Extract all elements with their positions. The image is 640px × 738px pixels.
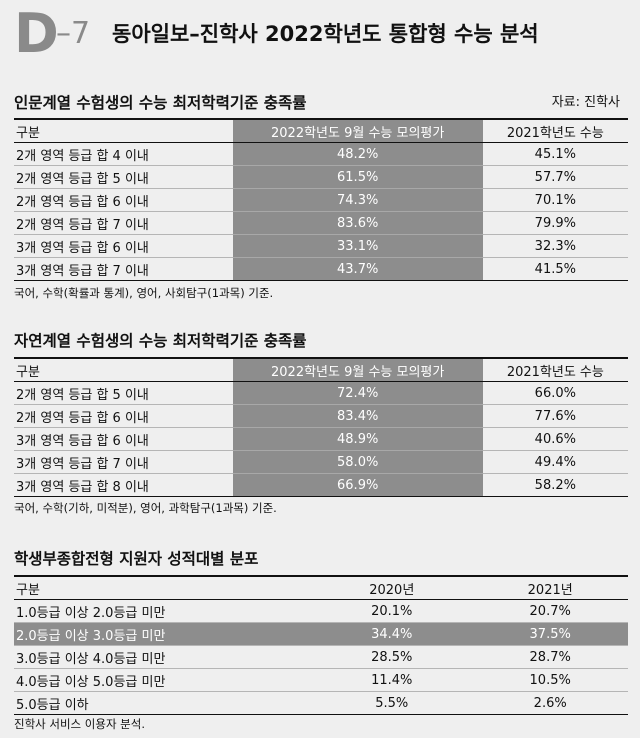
table-row: 2개 영역 등급 합 5 이내 61.5% 57.7%	[14, 165, 628, 189]
value-2021: 40.6%	[482, 427, 628, 451]
row-label: 2개 영역 등급 합 6 이내	[14, 188, 233, 212]
value-2022: 74.3%	[232, 188, 483, 212]
value-2021: 41.5%	[482, 257, 628, 281]
row-label: 5.0등급 이하	[14, 691, 312, 715]
row-label: 3.0등급 이상 4.0등급 미만	[14, 645, 312, 669]
value-2020: 34.4%	[311, 622, 473, 646]
value-2022: 43.7%	[232, 257, 483, 281]
table-row: 2개 영역 등급 합 6 이내 74.3% 70.1%	[14, 188, 628, 212]
value-2021: 70.1%	[482, 188, 628, 212]
section1-title: 인문계열 수험생의 수능 최저학력기준 충족률	[14, 94, 307, 112]
value-2020: 5.5%	[311, 691, 473, 715]
row-label: 3개 영역 등급 합 7 이내	[14, 257, 233, 281]
table-row: 3.0등급 이상 4.0등급 미만 28.5% 28.7%	[14, 645, 628, 669]
table-row: 2개 영역 등급 합 5 이내 72.4% 66.0%	[14, 381, 628, 405]
value-2022: 48.9%	[232, 427, 483, 451]
col-header-2020: 2020년	[311, 575, 473, 600]
table-row: 3개 영역 등급 합 6 이내 48.9% 40.6%	[14, 427, 628, 451]
table-header-row: 구분 2020년 2021년	[14, 575, 628, 600]
value-2021: 77.6%	[482, 404, 628, 428]
table-row: 1.0등급 이상 2.0등급 미만 20.1% 20.7%	[14, 599, 628, 623]
value-2022: 72.4%	[232, 381, 483, 405]
value-2021: 32.3%	[482, 234, 628, 258]
value-2021: 20.7%	[472, 599, 628, 623]
row-label: 2.0등급 이상 3.0등급 미만	[14, 622, 312, 646]
row-label: 2개 영역 등급 합 4 이내	[14, 142, 233, 166]
value-2020: 11.4%	[311, 668, 473, 692]
value-2020: 28.5%	[311, 645, 473, 669]
row-label: 3개 영역 등급 합 8 이내	[14, 473, 233, 497]
page-title: 동아일보–진학사 2022학년도 통합형 수능 분석	[112, 22, 539, 46]
value-2022: 61.5%	[232, 165, 483, 189]
table-header-row: 구분 2022학년도 9월 수능 모의평가 2021학년도 수능	[14, 118, 628, 143]
value-2021: 66.0%	[482, 381, 628, 405]
row-label: 1.0등급 이상 2.0등급 미만	[14, 599, 312, 623]
table-row: 2개 영역 등급 합 6 이내 83.4% 77.6%	[14, 404, 628, 428]
section2-title: 자연계열 수험생의 수능 최저학력기준 충족률	[14, 332, 307, 350]
col-header-category: 구분	[14, 357, 233, 382]
value-2021: 45.1%	[482, 142, 628, 166]
value-2022: 33.1%	[232, 234, 483, 258]
source-label: 자료: 진학사	[551, 95, 620, 110]
col-header-2022-mock: 2022학년도 9월 수능 모의평가	[232, 357, 483, 382]
value-2022: 66.9%	[232, 473, 483, 497]
value-2021: 79.9%	[482, 211, 628, 235]
section-logo-number: –7	[56, 16, 91, 51]
row-label: 2개 영역 등급 합 5 이내	[14, 165, 233, 189]
section3-title: 학생부종합전형 지원자 성적대별 분포	[14, 550, 259, 568]
table-row: 3개 영역 등급 합 6 이내 33.1% 32.3%	[14, 234, 628, 258]
value-2022: 83.4%	[232, 404, 483, 428]
section3-note: 진학사 서비스 이용자 분석.	[14, 717, 146, 731]
row-label: 2개 영역 등급 합 5 이내	[14, 381, 233, 405]
value-2021: 49.4%	[482, 450, 628, 474]
row-label: 3개 영역 등급 합 6 이내	[14, 234, 233, 258]
table-row: 3개 영역 등급 합 8 이내 66.9% 58.2%	[14, 473, 628, 497]
section2-note: 국어, 수학(기하, 미적분), 영어, 과학탐구(1과목) 기준.	[14, 501, 277, 515]
table-row: 3개 영역 등급 합 7 이내 58.0% 49.4%	[14, 450, 628, 474]
section1-note: 국어, 수학(확률과 통계), 영어, 사회탐구(1과목) 기준.	[14, 286, 274, 300]
row-label: 2개 영역 등급 합 6 이내	[14, 404, 233, 428]
value-2021: 58.2%	[482, 473, 628, 497]
value-2020: 20.1%	[311, 599, 473, 623]
natural-science-table: 구분 2022학년도 9월 수능 모의평가 2021학년도 수능 2개 영역 등…	[14, 357, 628, 497]
row-label: 3개 영역 등급 합 7 이내	[14, 450, 233, 474]
value-2022: 58.0%	[232, 450, 483, 474]
table-row: 2개 영역 등급 합 4 이내 48.2% 45.1%	[14, 142, 628, 166]
table-header-row: 구분 2022학년도 9월 수능 모의평가 2021학년도 수능	[14, 357, 628, 382]
liberal-arts-table: 구분 2022학년도 9월 수능 모의평가 2021학년도 수능 2개 영역 등…	[14, 118, 628, 281]
value-2021: 37.5%	[472, 622, 628, 646]
section-logo-letter: D	[14, 2, 59, 65]
row-label: 4.0등급 이상 5.0등급 미만	[14, 668, 312, 692]
value-2022: 48.2%	[232, 142, 483, 166]
grade-distribution-table: 구분 2020년 2021년 1.0등급 이상 2.0등급 미만 20.1% 20.…	[14, 575, 628, 715]
col-header-category: 구분	[14, 118, 233, 143]
col-header-2021-csat: 2021학년도 수능	[482, 357, 628, 382]
value-2021: 10.5%	[472, 668, 628, 692]
col-header-2021-csat: 2021학년도 수능	[482, 118, 628, 143]
value-2021: 28.7%	[472, 645, 628, 669]
row-label: 3개 영역 등급 합 6 이내	[14, 427, 233, 451]
header: D –7 동아일보–진학사 2022학년도 통합형 수능 분석	[0, 0, 640, 70]
col-header-2022-mock: 2022학년도 9월 수능 모의평가	[232, 118, 483, 143]
col-header-2021: 2021년	[472, 575, 628, 600]
value-2021: 57.7%	[482, 165, 628, 189]
table-row-highlighted: 2.0등급 이상 3.0등급 미만 34.4% 37.5%	[14, 622, 628, 646]
col-header-category: 구분	[14, 575, 312, 600]
table-row: 4.0등급 이상 5.0등급 미만 11.4% 10.5%	[14, 668, 628, 692]
row-label: 2개 영역 등급 합 7 이내	[14, 211, 233, 235]
table-row: 3개 영역 등급 합 7 이내 43.7% 41.5%	[14, 257, 628, 281]
value-2021: 2.6%	[472, 691, 628, 715]
table-row: 5.0등급 이하 5.5% 2.6%	[14, 691, 628, 715]
value-2022: 83.6%	[232, 211, 483, 235]
table-row: 2개 영역 등급 합 7 이내 83.6% 79.9%	[14, 211, 628, 235]
